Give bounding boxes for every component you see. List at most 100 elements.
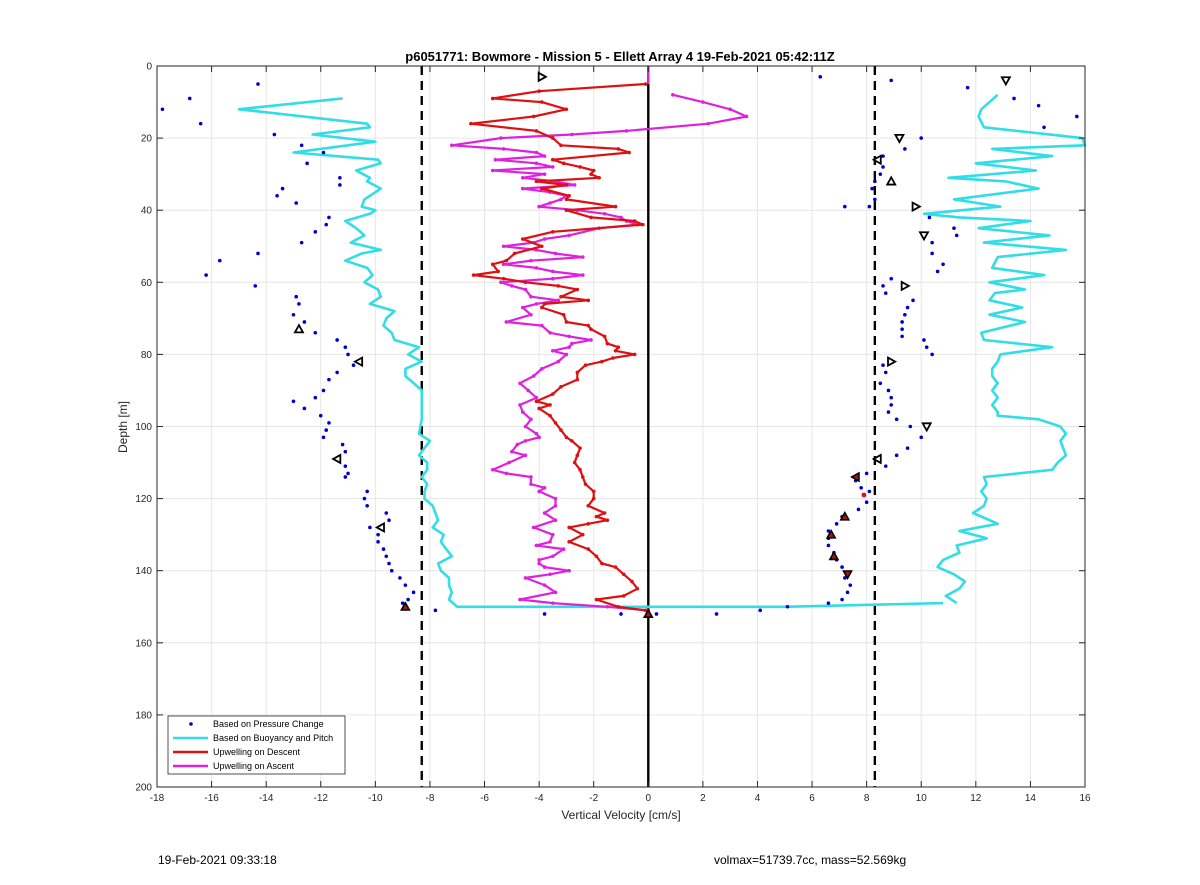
pressure-point: [411, 590, 416, 595]
pressure-point: [922, 338, 926, 342]
pressure-point: [881, 284, 885, 288]
pressure-point: [198, 121, 203, 126]
ascent-point: [510, 284, 514, 288]
pressure-point: [433, 608, 438, 613]
pressure-point: [291, 312, 296, 317]
chart-title: p6051771: Bowmore - Mission 5 - Ellett A…: [405, 49, 834, 64]
descent-point: [616, 604, 621, 609]
pressure-point: [343, 475, 348, 479]
ascent-point: [589, 338, 593, 342]
pressure-point: [908, 424, 913, 429]
filled-triangle-marker: [825, 529, 837, 539]
ascent-point: [567, 345, 571, 349]
pressure-point: [883, 291, 888, 295]
open-triangle-marker: [293, 323, 305, 334]
pressure-point: [834, 522, 839, 526]
pressure-point: [272, 132, 277, 137]
x-tick-label: 12: [970, 793, 982, 804]
descent-point: [643, 82, 648, 86]
descent-point: [567, 525, 571, 530]
ascent-point: [570, 132, 574, 137]
x-tick-label: -16: [204, 793, 219, 804]
pressure-point: [881, 165, 885, 169]
ascent-point: [553, 496, 558, 501]
y-tick-label: 140: [135, 566, 152, 577]
descent-point: [635, 586, 640, 591]
descent-point: [469, 121, 473, 126]
descent-point: [559, 385, 563, 389]
red-point-marker: [861, 492, 867, 498]
ascent-point: [542, 172, 547, 176]
pressure-point: [873, 197, 877, 202]
filled-triangle-marker: [828, 550, 840, 561]
descent-point: [591, 489, 596, 494]
pressure-point: [305, 161, 309, 166]
ascent-point: [537, 204, 541, 209]
pressure-point: [335, 338, 339, 342]
pressure-point: [919, 435, 924, 440]
buoyancy-line-right: [922, 93, 1087, 605]
legend-label: Upwelling on Ascent: [213, 761, 295, 771]
descent-point: [548, 413, 552, 418]
ascent-point: [553, 518, 558, 523]
ascent-point: [510, 449, 514, 454]
ascent-point: [570, 341, 574, 346]
descent-point: [641, 222, 645, 227]
pressure-point: [302, 406, 307, 411]
open-triangle-marker: [893, 133, 905, 144]
x-tick-label: -12: [314, 793, 329, 804]
reference-lines: [420, 66, 877, 787]
descent-point: [589, 215, 593, 220]
pressure-point: [160, 107, 165, 112]
pressure-point: [365, 489, 369, 494]
pressure-point: [365, 504, 369, 508]
descent-point: [550, 157, 555, 162]
pressure-point: [894, 417, 899, 422]
ascent-point: [553, 504, 558, 508]
descent-point: [490, 262, 495, 267]
pressure-point: [299, 240, 304, 245]
ascent-point: [526, 388, 530, 393]
pressure-point: [818, 75, 823, 79]
pressure-point: [883, 464, 888, 468]
descent-point: [561, 161, 566, 166]
ascent-point: [449, 143, 454, 148]
footer-timestamp: 19-Feb-2021 09:33:18: [158, 853, 277, 867]
descent-point: [586, 522, 591, 526]
ascent-point: [507, 460, 511, 465]
filled-triangle-marker: [642, 608, 654, 618]
pressure-point: [965, 85, 970, 90]
axis-ticks: -18 -16 -14 -12 -10 -8 -6 -4 -2 0 2 4 6 8 10 12 14 160204…: [135, 62, 1091, 805]
descent-point: [632, 219, 637, 223]
descent-point: [589, 327, 593, 331]
ascent-point: [490, 467, 495, 472]
ascent-point: [567, 334, 571, 339]
pressure-point: [870, 186, 874, 191]
open-triangle-marker: [331, 453, 342, 465]
pressure-point: [406, 597, 410, 602]
open-triangle-marker: [537, 71, 548, 83]
descent-point: [594, 554, 599, 559]
marker-layer: [293, 71, 1012, 618]
y-tick-label: 120: [135, 494, 152, 505]
descent-point: [580, 532, 585, 537]
pressure-point: [324, 428, 329, 432]
descent-point: [559, 294, 563, 299]
descent-point: [471, 273, 476, 277]
pressure-point: [878, 172, 883, 176]
pressure-point: [280, 186, 285, 191]
ascent-point: [548, 540, 552, 544]
ascent-point: [518, 403, 522, 407]
ascent-point: [553, 590, 558, 595]
x-tick-label: -18: [150, 793, 165, 804]
ascent-point: [542, 237, 547, 241]
pressure-point: [297, 302, 301, 306]
pressure-point: [903, 312, 907, 317]
ascent-point: [504, 471, 509, 476]
ascent-point: [520, 410, 525, 414]
pressure-point: [900, 320, 904, 324]
x-tick-label: -8: [425, 793, 434, 804]
pressure-point: [376, 540, 380, 544]
pressure-point: [256, 82, 260, 86]
descent-point: [611, 356, 615, 360]
